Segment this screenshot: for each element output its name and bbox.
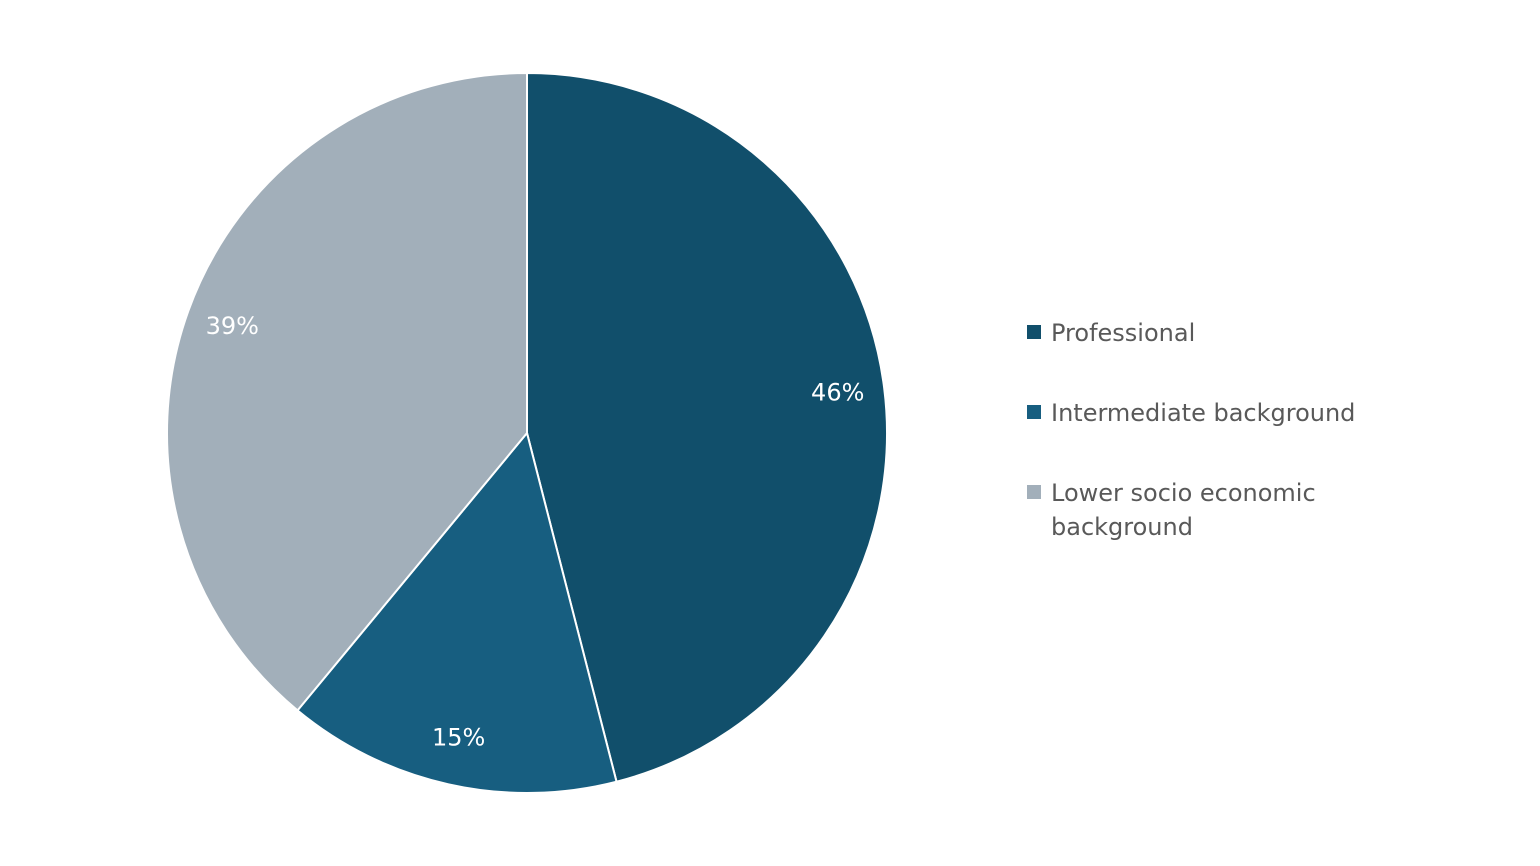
legend-swatch [1027, 405, 1041, 419]
legend-item: Professional [1027, 316, 1367, 350]
pie-slice [526, 71, 888, 783]
legend-label: Intermediate background [1051, 399, 1356, 427]
pie-slice [296, 430, 618, 794]
data-label: 46% [811, 379, 864, 407]
legend: Professional Intermediate background Lower… [1027, 316, 1367, 590]
legend-item: Intermediate background [1027, 396, 1367, 430]
legend-swatch [1027, 485, 1041, 499]
legend-label: Professional [1051, 319, 1196, 347]
legend-swatch [1027, 325, 1041, 339]
legend-label: Lower socio economic background [1051, 479, 1316, 541]
data-label: 15% [432, 724, 485, 752]
legend-item: Lower socio economic background [1027, 476, 1367, 544]
chart: 46% 15% 39% [166, 71, 888, 794]
data-label: 39% [206, 312, 259, 340]
pie-slice [166, 71, 528, 712]
